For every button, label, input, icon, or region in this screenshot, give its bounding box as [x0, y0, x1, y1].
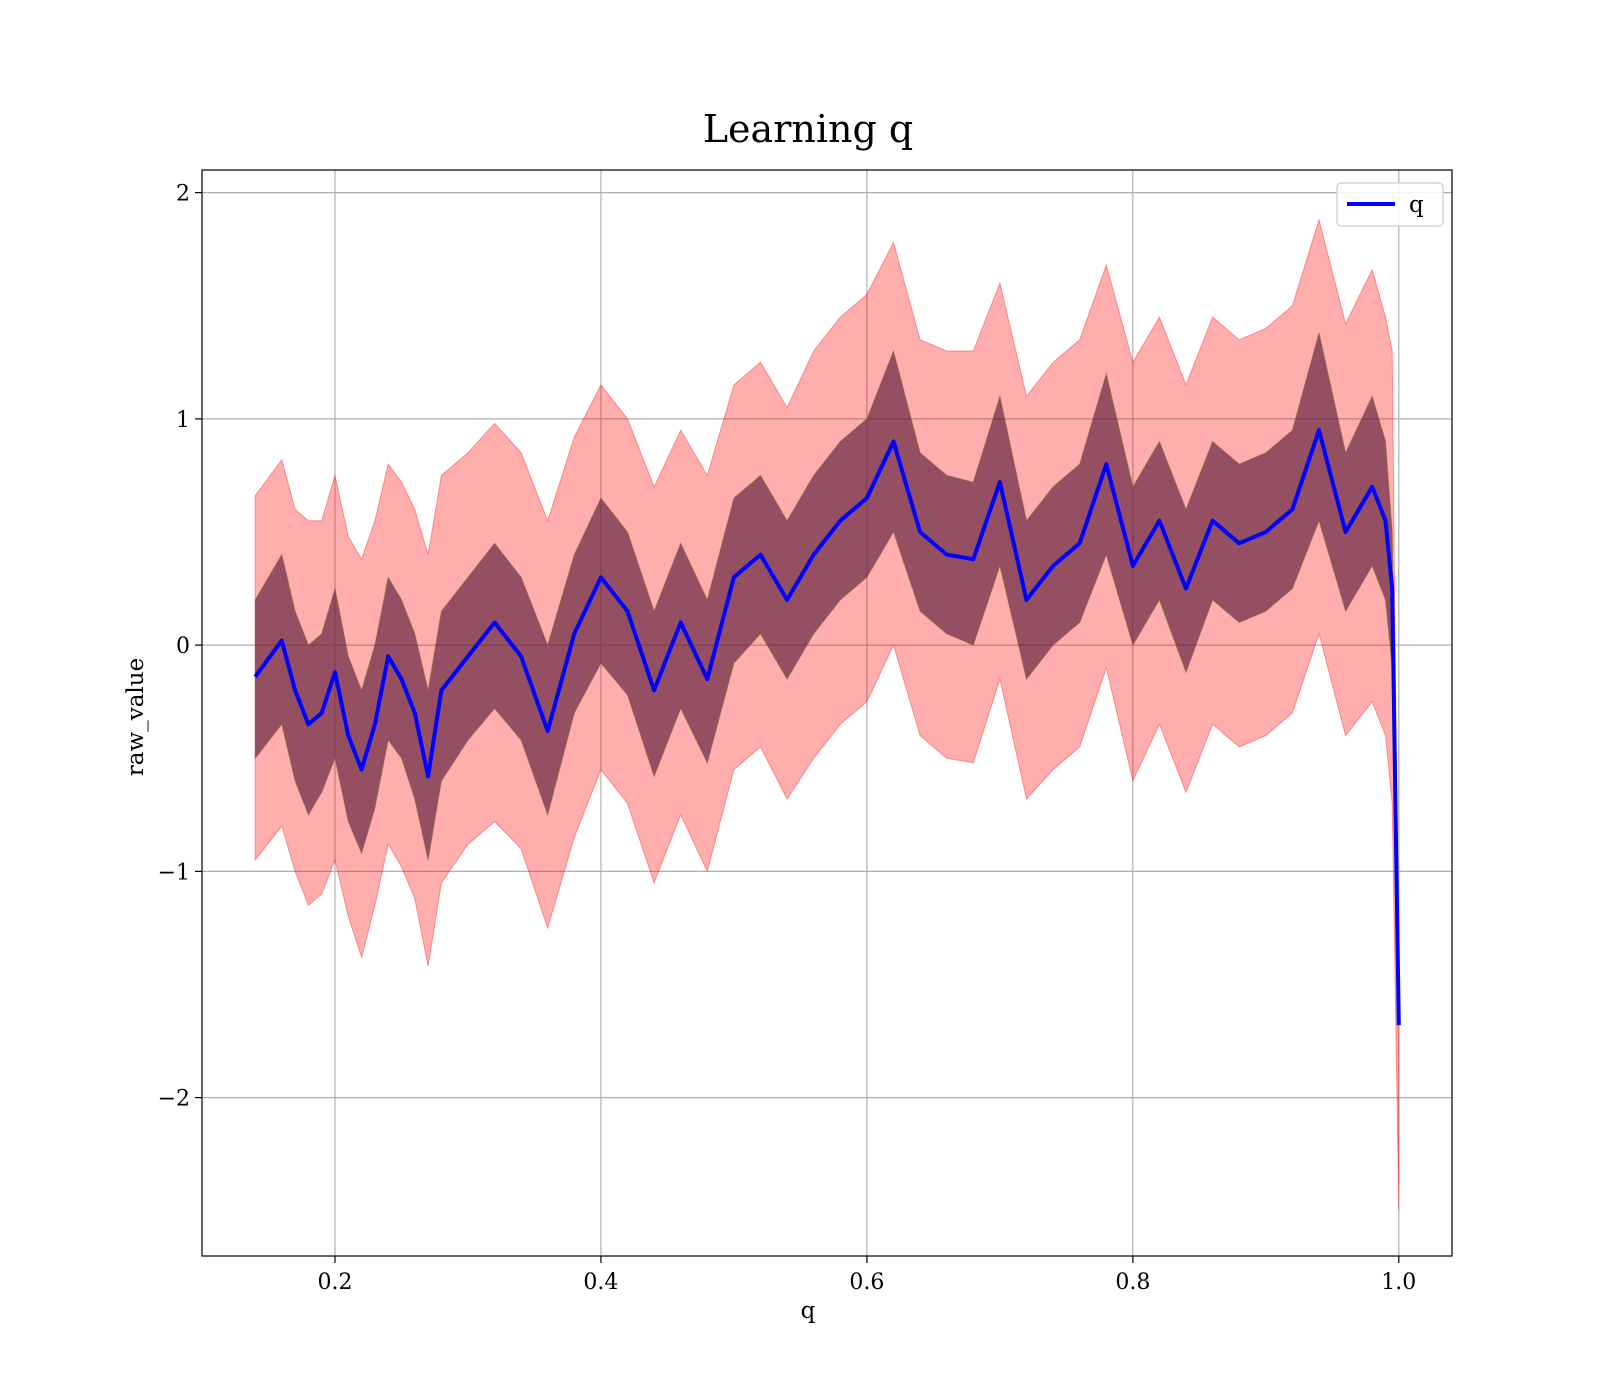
x-tick-label: 0.4 — [583, 1270, 618, 1295]
y-tick-label: −1 — [158, 860, 190, 885]
x-tick-label: 0.8 — [1115, 1270, 1150, 1295]
line-layer — [253, 428, 1401, 1026]
grid-layer — [202, 170, 1452, 1256]
y-tick-label: 0 — [176, 634, 190, 659]
legend: q — [1336, 182, 1444, 227]
y-tick-label: 1 — [176, 408, 190, 433]
tick-layer: 0.2 0.4 0.6 0.8 1.0 2 1 0 −1 −2 — [158, 182, 1417, 1295]
series-line-q — [253, 428, 1401, 1026]
chart-title: Learning q — [703, 107, 913, 151]
plot-frame — [201, 169, 1453, 1257]
legend-entry-q: q — [1409, 192, 1424, 218]
y-axis-label: raw_value — [123, 658, 149, 776]
x-tick-label: 0.2 — [317, 1270, 352, 1295]
y-tick-label: −2 — [158, 1087, 190, 1112]
y-tick-label: 2 — [176, 182, 190, 207]
band-layer — [254, 217, 1400, 1211]
x-tick-label: 0.6 — [849, 1270, 884, 1295]
x-axis-label: q — [801, 1298, 816, 1324]
x-tick-label: 1.0 — [1381, 1270, 1416, 1295]
